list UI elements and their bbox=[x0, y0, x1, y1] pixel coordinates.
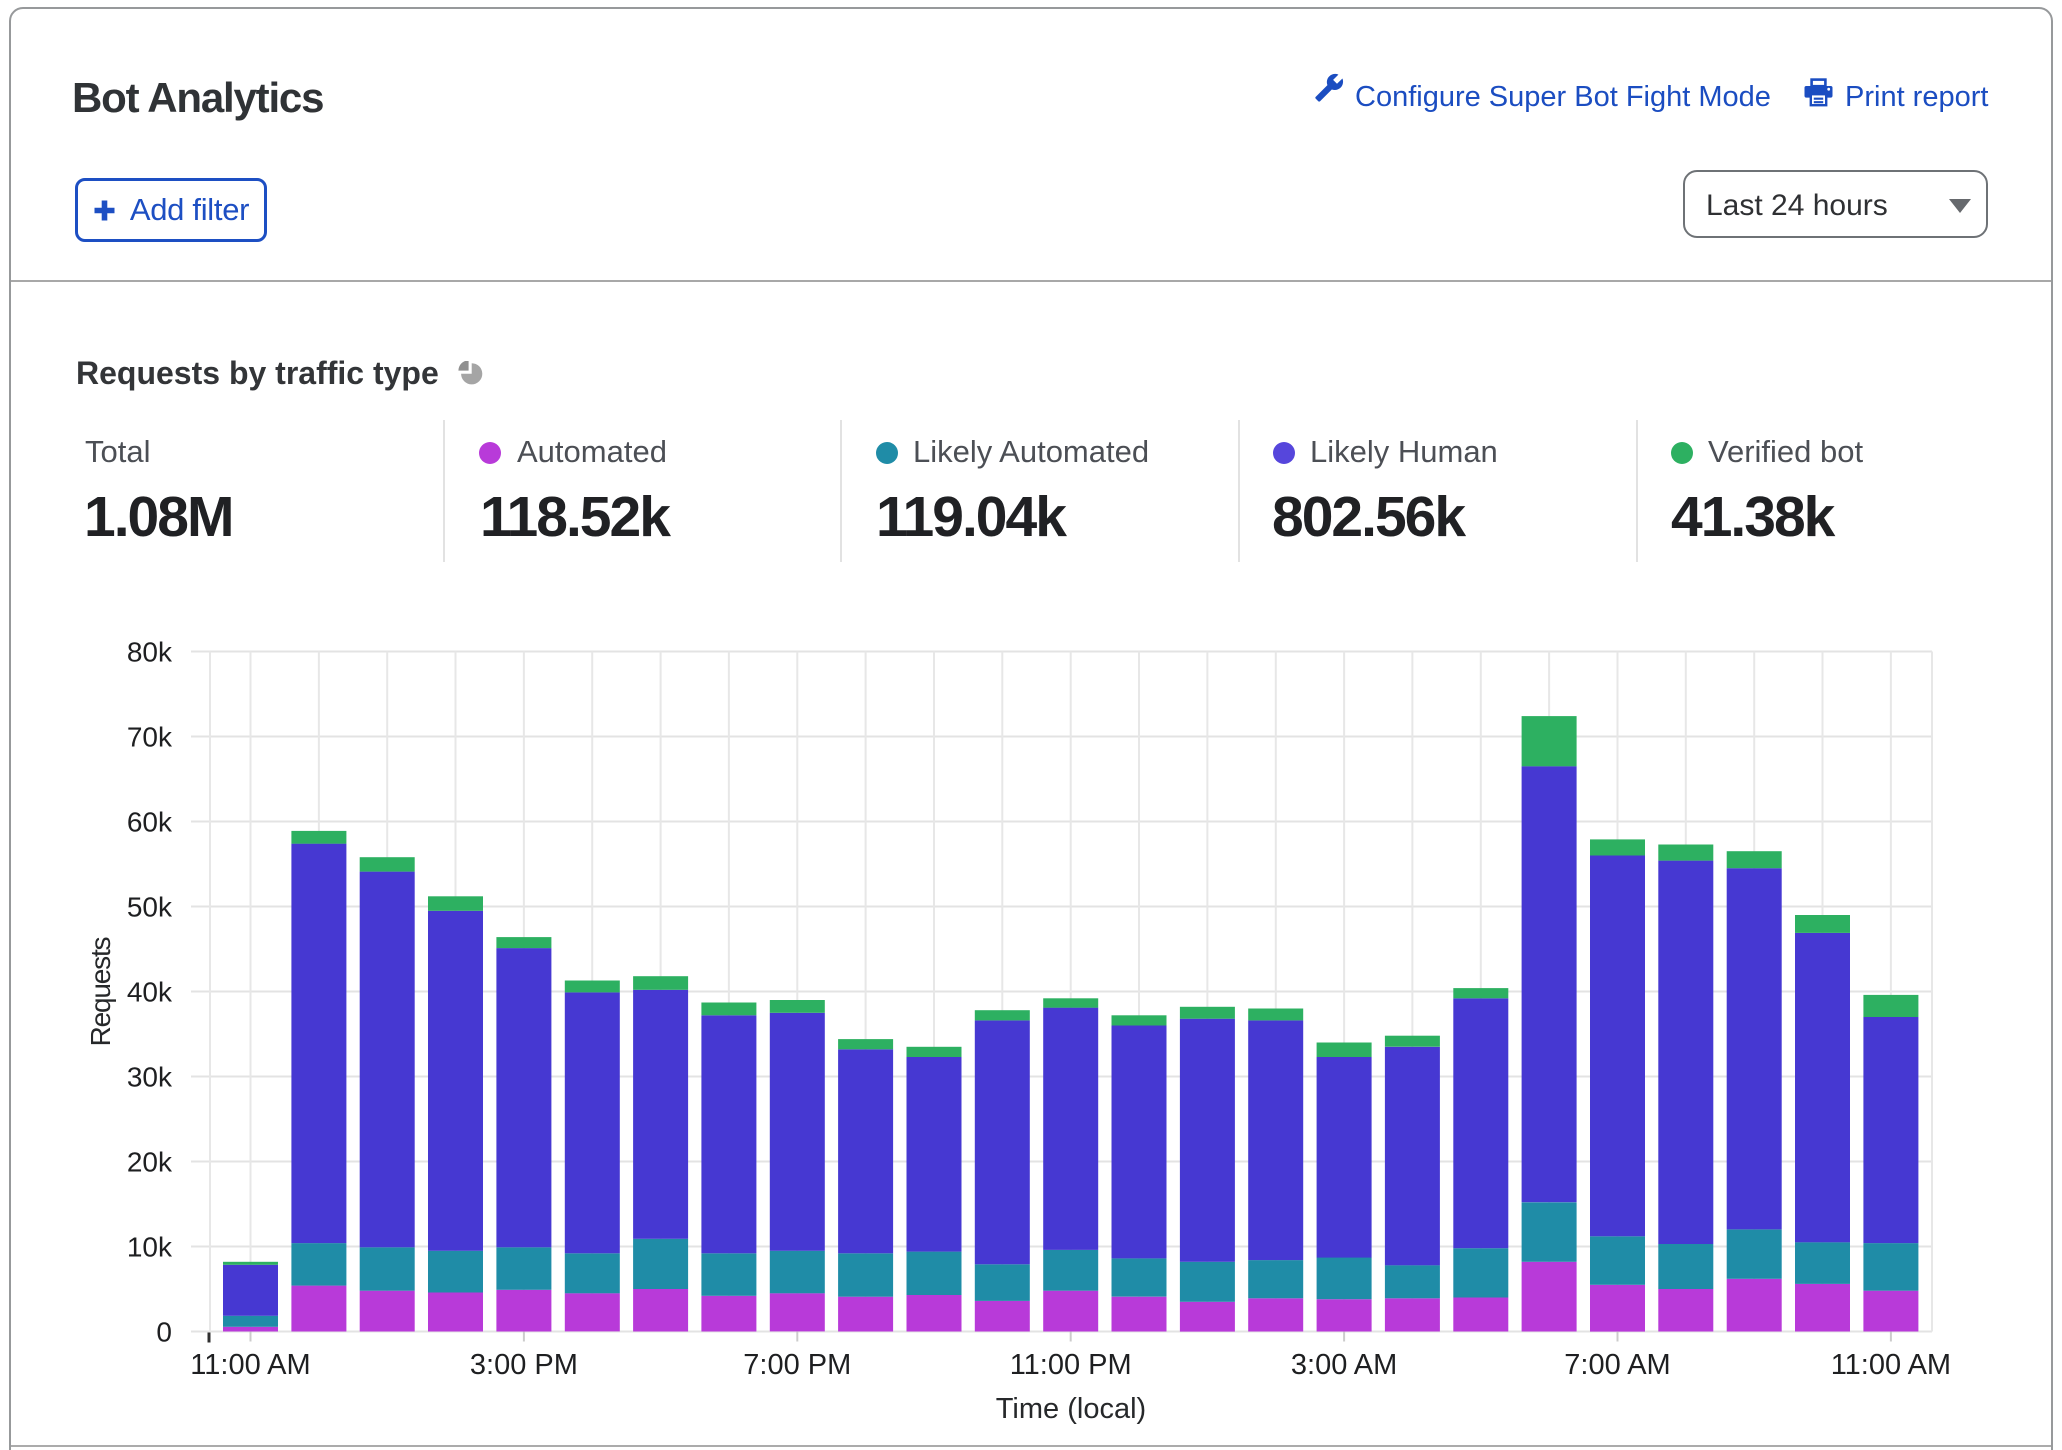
svg-text:30k: 30k bbox=[127, 1062, 173, 1093]
svg-text:3:00 PM: 3:00 PM bbox=[470, 1349, 578, 1381]
svg-text:Time (local): Time (local) bbox=[996, 1393, 1146, 1425]
svg-text:60k: 60k bbox=[127, 807, 173, 838]
svg-text:11:00 PM: 11:00 PM bbox=[1010, 1349, 1132, 1381]
svg-text:7:00 PM: 7:00 PM bbox=[743, 1349, 851, 1381]
svg-text:50k: 50k bbox=[127, 892, 173, 923]
svg-text:80k: 80k bbox=[127, 637, 173, 668]
svg-text:20k: 20k bbox=[127, 1147, 173, 1178]
svg-text:70k: 70k bbox=[127, 722, 173, 753]
svg-text:7:00 AM: 7:00 AM bbox=[1564, 1349, 1670, 1381]
svg-text:10k: 10k bbox=[127, 1232, 173, 1263]
svg-text:3:00 AM: 3:00 AM bbox=[1291, 1349, 1397, 1381]
svg-text:40k: 40k bbox=[127, 977, 173, 1008]
svg-text:0: 0 bbox=[156, 1317, 172, 1348]
svg-text:Requests: Requests bbox=[85, 937, 116, 1046]
svg-text:11:00 AM: 11:00 AM bbox=[1831, 1349, 1951, 1381]
svg-text:11:00 AM: 11:00 AM bbox=[190, 1349, 310, 1381]
